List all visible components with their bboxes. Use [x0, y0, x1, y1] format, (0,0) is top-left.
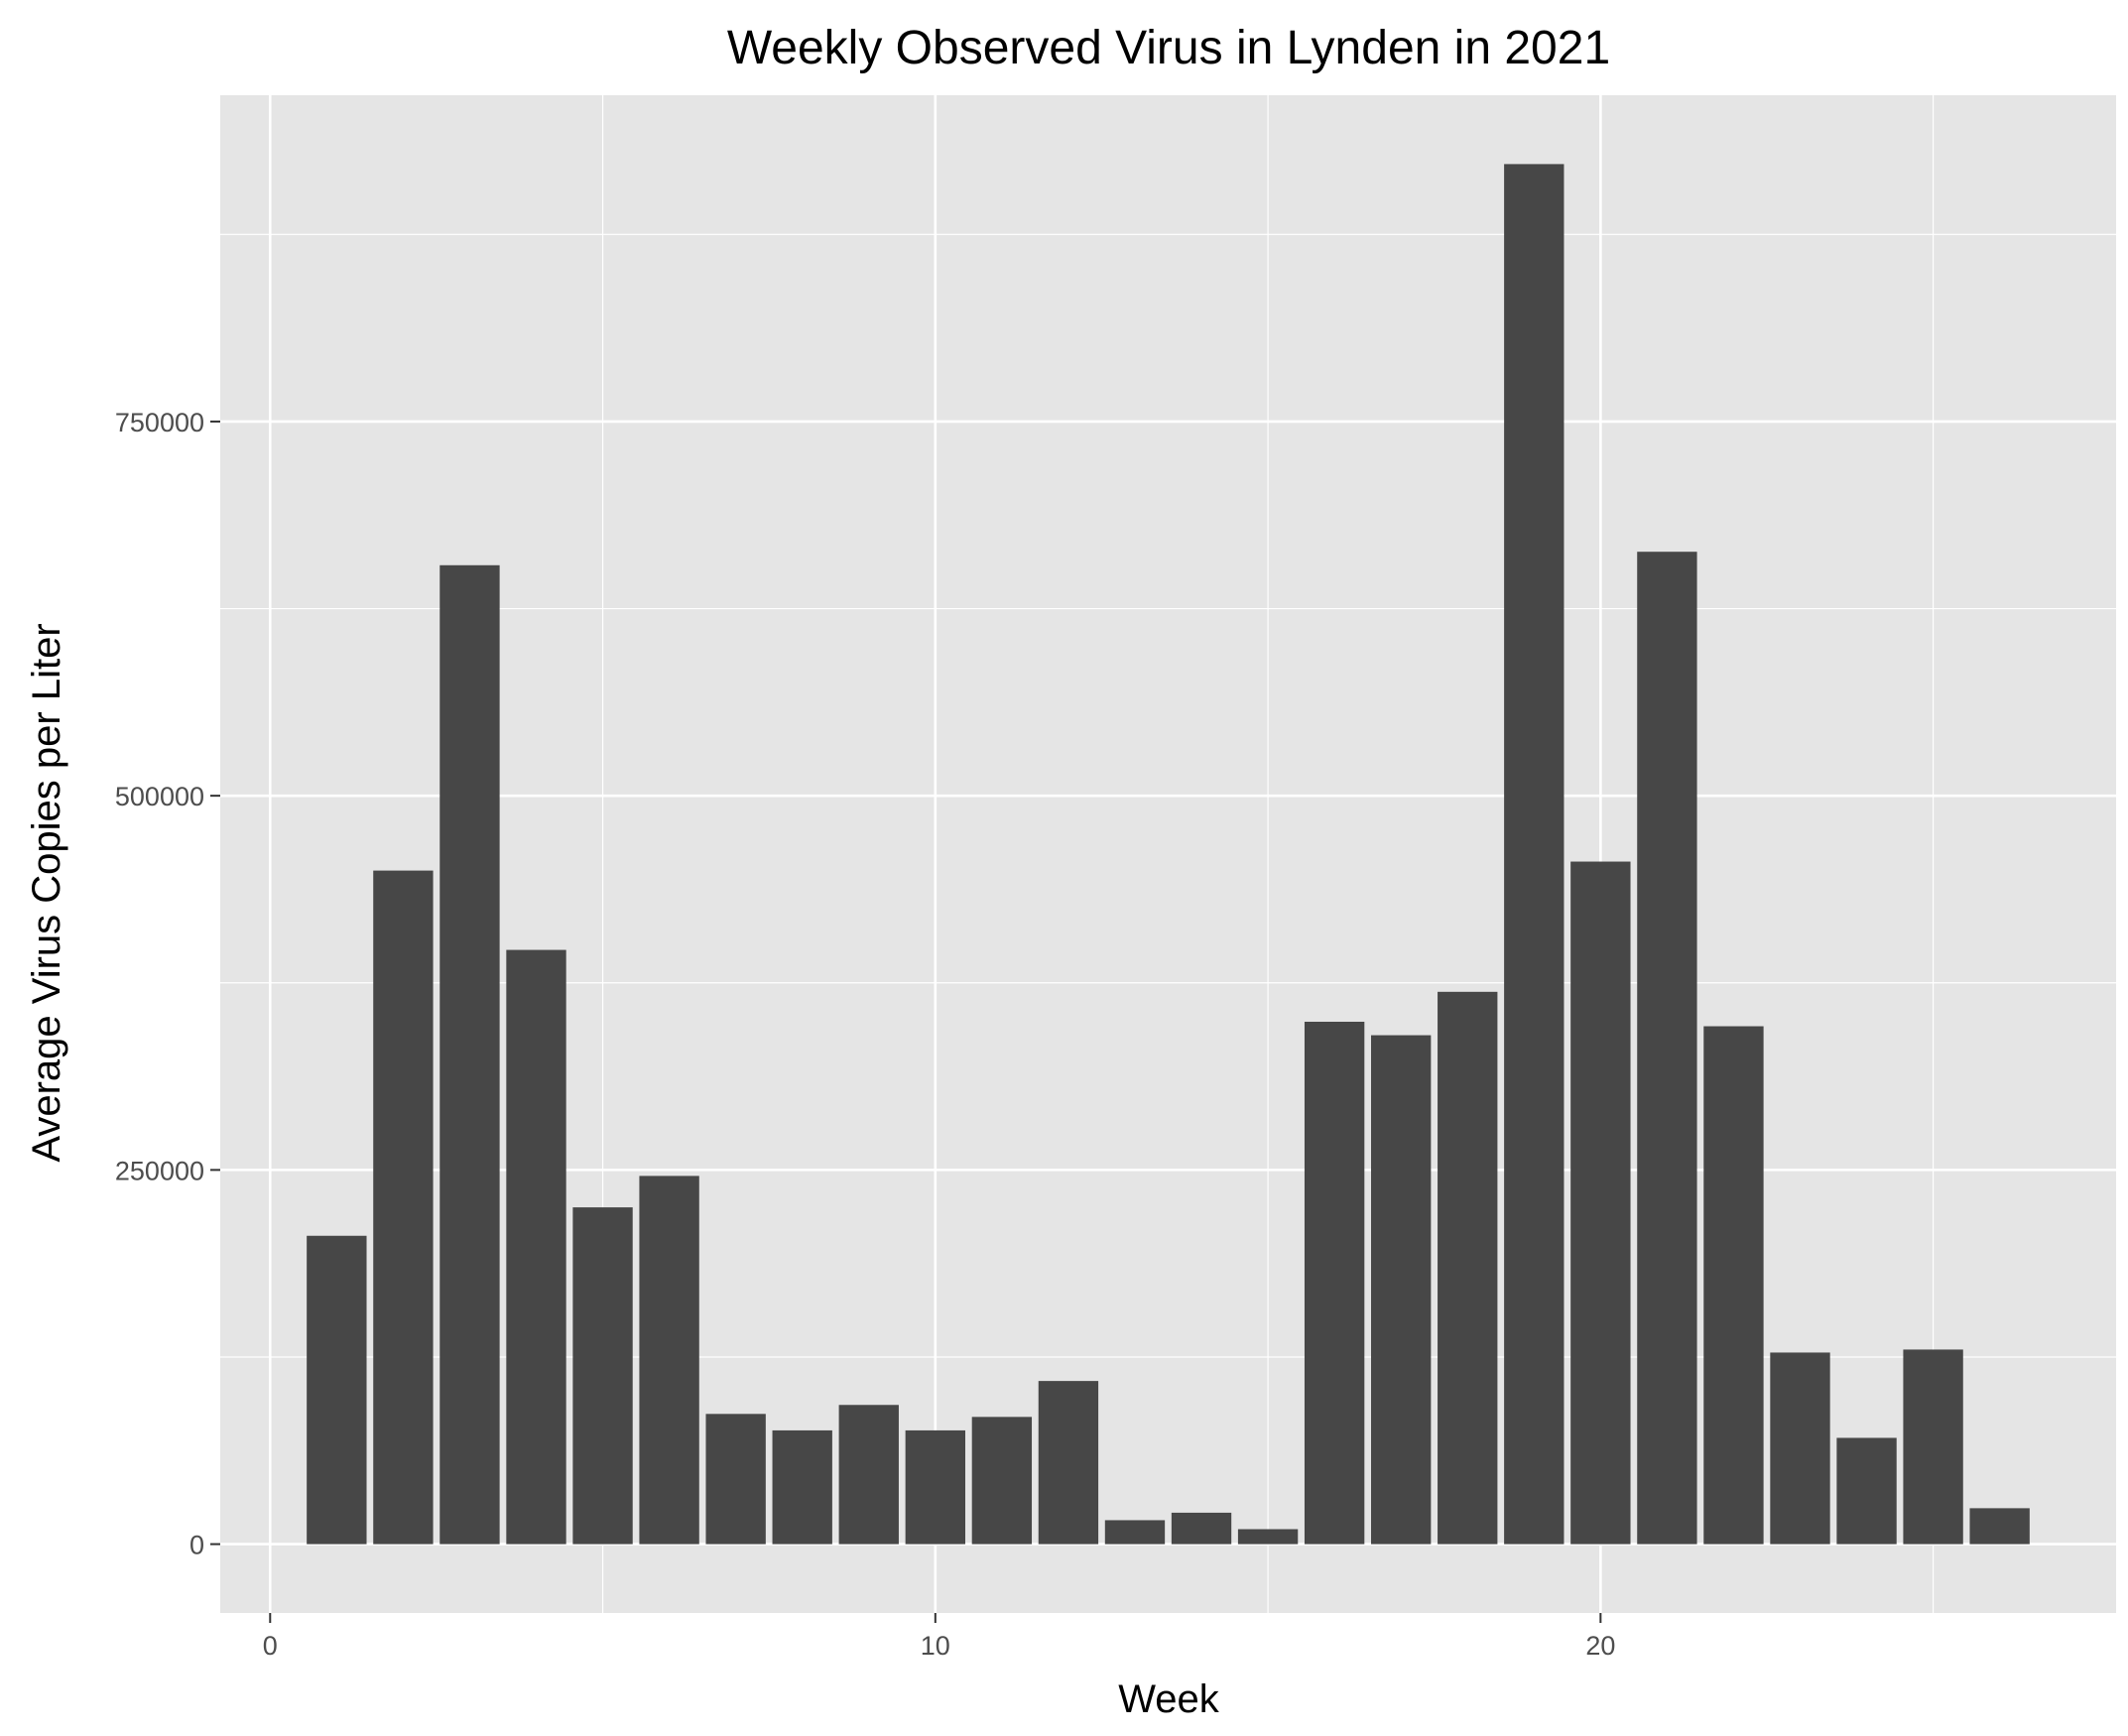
- x-tick-label: 20: [1585, 1631, 1615, 1661]
- bar-week-2: [373, 870, 434, 1545]
- bar-week-15: [1237, 1529, 1299, 1545]
- bar-week-6: [639, 1176, 699, 1545]
- bar-week-1: [307, 1235, 367, 1545]
- y-tick-label: 0: [189, 1531, 204, 1560]
- bar-week-17: [1371, 1035, 1432, 1545]
- bar-week-25: [1903, 1349, 1963, 1545]
- bar-week-11: [971, 1417, 1033, 1545]
- bar-week-16: [1304, 1021, 1365, 1545]
- x-tick-label: 10: [921, 1631, 950, 1661]
- bar-week-26: [1969, 1508, 2030, 1545]
- bar-week-10: [905, 1429, 965, 1545]
- bar-week-9: [838, 1405, 899, 1545]
- bar-week-24: [1836, 1437, 1897, 1545]
- bar-week-23: [1770, 1352, 1830, 1545]
- bar-week-5: [572, 1207, 633, 1545]
- bar-week-20: [1570, 861, 1631, 1545]
- bar-week-4: [506, 949, 566, 1545]
- y-tick-label: 250000: [115, 1156, 204, 1185]
- bar-week-8: [772, 1429, 832, 1545]
- bar-week-22: [1703, 1026, 1764, 1545]
- bar-week-3: [439, 564, 500, 1545]
- bar-week-18: [1438, 991, 1498, 1545]
- y-tick-label: 750000: [115, 408, 204, 437]
- y-axis-title: Average Virus Copies per Liter: [25, 623, 68, 1162]
- chart-title: Weekly Observed Virus in Lynden in 2021: [727, 22, 1610, 74]
- x-axis-title: Week: [1118, 1677, 1220, 1721]
- panel-background: [220, 95, 2116, 1613]
- bar-week-19: [1504, 164, 1565, 1545]
- bar-week-13: [1104, 1520, 1166, 1545]
- y-tick-label: 500000: [115, 782, 204, 811]
- bar-week-21: [1637, 552, 1697, 1545]
- bar-week-7: [705, 1414, 766, 1545]
- bar-week-14: [1171, 1512, 1232, 1545]
- x-tick-label: 0: [263, 1631, 278, 1661]
- plot-area: 0 10 20 0 250000 500000 750000: [115, 95, 2116, 1661]
- bar-week-12: [1038, 1381, 1099, 1545]
